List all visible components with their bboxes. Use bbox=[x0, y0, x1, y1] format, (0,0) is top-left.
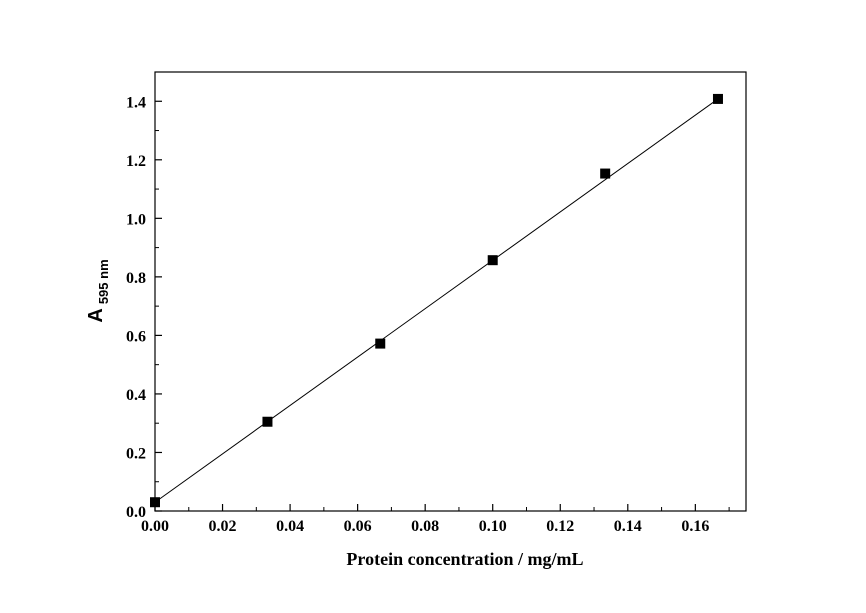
data-point bbox=[600, 168, 611, 179]
y-tick-label: 0.8 bbox=[126, 270, 146, 287]
x-tick-labels: 0.00 0.02 0.04 0.06 0.08 0.10 0.12 0.14 0.16 bbox=[141, 518, 709, 535]
y-tick-label: 1.2 bbox=[126, 153, 146, 170]
y-tick-labels: 0.0 0.2 0.4 0.6 0.8 1.0 1.2 1.4 bbox=[126, 94, 146, 521]
data-point bbox=[262, 416, 273, 427]
x-tick-label: 0.04 bbox=[276, 518, 304, 535]
data-point bbox=[712, 93, 723, 104]
svg-text:A595 nm: A 595 nm bbox=[85, 259, 111, 322]
y-tick-label: 0.4 bbox=[126, 387, 146, 404]
x-tick-label: 0.16 bbox=[681, 518, 709, 535]
y-tick-label: 1.4 bbox=[126, 94, 146, 111]
data-point bbox=[375, 338, 386, 349]
axis-ticks bbox=[154, 100, 730, 512]
x-axis-title: Protein concentration / mg/mL bbox=[346, 549, 583, 569]
y-axis-title: A 595 nm bbox=[85, 259, 111, 322]
data-point bbox=[487, 255, 498, 266]
x-tick-label: 0.06 bbox=[344, 518, 372, 535]
x-tick-label: 0.14 bbox=[614, 518, 642, 535]
x-tick-label: 0.08 bbox=[411, 518, 439, 535]
y-axis-title-subscript: 595 nm bbox=[96, 259, 111, 304]
x-tick-label: 0.00 bbox=[141, 518, 169, 535]
data-points bbox=[150, 93, 723, 508]
y-tick-label: 0.2 bbox=[126, 445, 146, 462]
fit-line bbox=[154, 98, 719, 503]
x-tick-label: 0.12 bbox=[546, 518, 574, 535]
y-tick-label: 0.0 bbox=[126, 504, 146, 521]
y-tick-label: 0.6 bbox=[126, 328, 146, 345]
x-tick-label: 0.10 bbox=[479, 518, 507, 535]
plot-frame bbox=[154, 71, 747, 512]
y-axis-title-main: A bbox=[85, 308, 107, 322]
data-point bbox=[150, 497, 160, 508]
y-tick-label: 1.0 bbox=[126, 211, 146, 228]
x-tick-label: 0.02 bbox=[209, 518, 237, 535]
